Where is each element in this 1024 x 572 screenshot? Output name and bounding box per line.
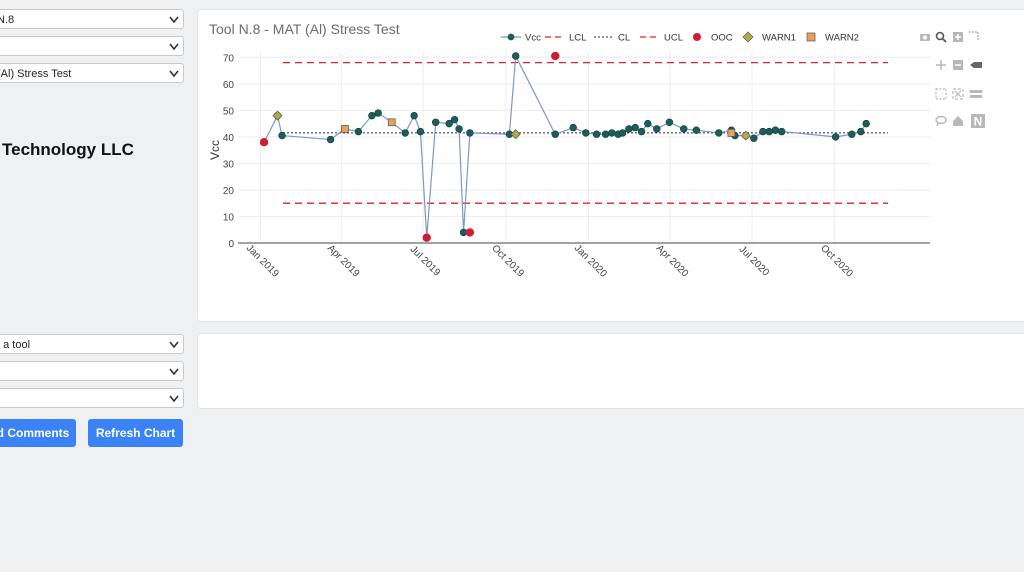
chevron-down-icon xyxy=(169,43,179,51)
test-select-value: (Al) Stress Test xyxy=(0,68,72,80)
add-comments-button[interactable]: d Comments xyxy=(0,419,76,447)
chevron-down-icon xyxy=(169,70,179,78)
comments-panel xyxy=(197,333,1024,409)
chevron-down-icon xyxy=(169,395,179,403)
chart-title: Tool N.8 - MAT (Al) Stress Test xyxy=(209,21,400,37)
chevron-down-icon xyxy=(169,368,179,376)
lower-tool-select-value: t a tool xyxy=(0,339,31,351)
lower-tool-select[interactable]: t a tool xyxy=(0,334,184,354)
parameter-select[interactable] xyxy=(0,36,184,56)
tool-select-value: N.8 xyxy=(0,14,15,26)
chart-panel xyxy=(197,9,1024,322)
company-name: Technology LLC xyxy=(2,140,134,159)
lower-select-2[interactable] xyxy=(0,361,184,381)
refresh-chart-button[interactable]: Refresh Chart xyxy=(88,419,183,447)
tool-select[interactable]: N.8 xyxy=(0,9,184,29)
chevron-down-icon xyxy=(169,16,179,24)
lower-select-3[interactable] xyxy=(0,388,184,408)
test-select[interactable]: (Al) Stress Test xyxy=(0,63,184,83)
chevron-down-icon xyxy=(169,341,179,349)
